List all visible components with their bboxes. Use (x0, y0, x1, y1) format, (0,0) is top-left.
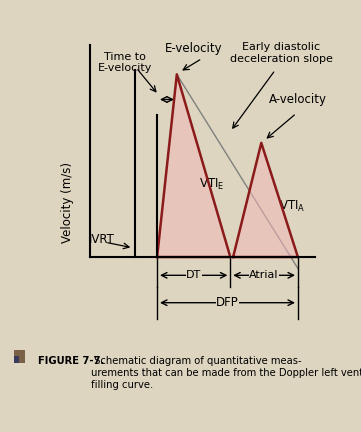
Polygon shape (157, 74, 230, 257)
Polygon shape (233, 143, 298, 257)
Text: Velocity (m/s): Velocity (m/s) (61, 162, 74, 243)
Text: Atrial: Atrial (249, 270, 279, 280)
Text: Schematic diagram of quantitative meas-
urements that can be made from the Doppl: Schematic diagram of quantitative meas- … (91, 356, 361, 390)
Text: IVRT: IVRT (89, 233, 115, 246)
Text: FIGURE 7-7.: FIGURE 7-7. (38, 356, 104, 366)
Text: A-velocity: A-velocity (269, 93, 327, 106)
Text: VTI$_\mathrm{E}$: VTI$_\mathrm{E}$ (199, 176, 225, 191)
Text: DT: DT (186, 270, 201, 280)
Text: Time to
E-velocity: Time to E-velocity (97, 51, 152, 73)
Text: DFP: DFP (216, 296, 239, 309)
Text: E-velocity: E-velocity (165, 42, 222, 55)
Text: VTI$_\mathrm{A}$: VTI$_\mathrm{A}$ (279, 199, 305, 214)
Text: Early diastolic
deceleration slope: Early diastolic deceleration slope (230, 42, 332, 64)
